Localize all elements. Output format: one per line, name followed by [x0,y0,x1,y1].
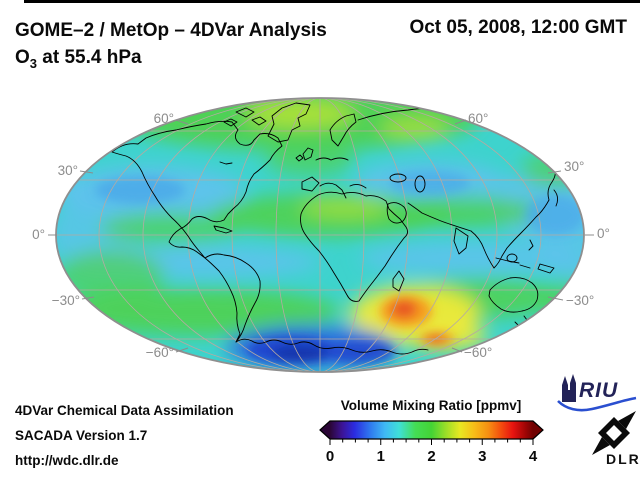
riu-logo: RIU [557,374,637,412]
latitude-ticks [48,119,594,353]
colorbar-tick-0: 0 [326,448,334,465]
attribution-line2: SACADA Version 1.7 [15,428,148,443]
lat-label-0-right: 0° [597,226,610,241]
colorbar-tick-1: 1 [377,448,385,465]
graticule [56,98,584,372]
colorbar-title: Volume Mixing Ratio [ppmv] [341,398,522,413]
plot-title-line2: O3 at 55.4 hPa [15,44,327,77]
lat-label-30s-right: −30° [566,293,594,308]
lat-label-60s-left: −60° [146,345,174,360]
riu-cathedral-icon [562,374,576,402]
species-subscript: 3 [29,55,38,71]
dlr-logo-text: DLR [606,451,640,467]
lat-label-30s-left: −30° [52,293,80,308]
lat-label-30n-right: 30° [564,159,584,174]
colorbar-tick-4: 4 [529,448,538,465]
plot-title-line1: GOME–2 / MetOp – 4DVar Analysis [15,20,327,41]
dlr-spike-top-icon [618,411,636,429]
riu-logo-text: RIU [579,379,618,402]
lat-label-60n-left: 60° [154,111,174,126]
dlr-spike-bottom-icon [592,437,610,455]
dlr-logo: DLR [592,411,640,467]
attribution-url: http://wdc.dlr.de [15,453,119,468]
plot-title: GOME–2 / MetOp – 4DVar Analysis O3 at 55… [15,17,327,77]
colorbar-gradient-bar [319,420,544,440]
colorbar-tick-marks [329,439,534,445]
pressure-level: at 55.4 hPa [37,47,142,68]
colorbar-tick-2: 2 [427,448,435,465]
riu-wave-icon [557,396,637,412]
colorbar-tick-labels: 0 1 2 3 4 [326,448,538,465]
colorbar: Volume Mixing Ratio [ppmv] 0 1 2 3 4 [319,398,544,465]
latitude-labels: 60° 30° 0° −30° −60° 60° 30° 0° −30° −60… [32,111,610,360]
lat-label-0-left: 0° [32,227,45,242]
attribution-block: 4DVar Chemical Data Assimilation SACADA … [15,398,234,473]
top-border-bar [24,0,640,3]
species-symbol: O [15,47,30,68]
attribution-line1: 4DVar Chemical Data Assimilation [15,403,234,418]
lat-label-60n-right: 60° [468,111,488,126]
ozone-field [56,98,584,372]
timestamp: Oct 05, 2008, 12:00 GMT [409,17,627,38]
lat-label-30n-left: 30° [58,163,78,178]
lat-label-60s-right: −60° [464,345,492,360]
logo-block: RIU DLR [557,374,640,467]
colorbar-tick-3: 3 [478,448,486,465]
